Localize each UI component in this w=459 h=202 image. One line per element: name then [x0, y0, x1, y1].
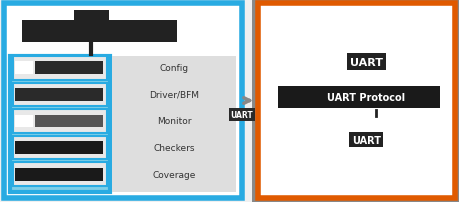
Text: Coverage: Coverage — [152, 170, 195, 179]
Bar — [13, 136, 107, 160]
Bar — [13, 110, 107, 133]
Text: UART: UART — [349, 57, 382, 67]
Text: UART Protocol: UART Protocol — [326, 93, 404, 103]
Bar — [257, 4, 454, 198]
Bar — [35, 115, 103, 128]
Bar — [13, 57, 107, 80]
Bar — [15, 168, 103, 181]
Bar — [277, 87, 439, 109]
Bar — [15, 115, 33, 128]
Bar — [254, 1, 457, 201]
Text: Driver/BFM: Driver/BFM — [149, 90, 199, 99]
Bar — [13, 163, 107, 186]
Bar — [10, 57, 110, 192]
Bar — [22, 21, 177, 43]
Text: Config: Config — [159, 64, 188, 73]
Bar — [112, 57, 235, 192]
Text: Checkers: Checkers — [153, 143, 194, 152]
Bar — [4, 4, 241, 198]
Bar — [13, 83, 107, 107]
Bar — [15, 141, 103, 154]
Bar — [74, 11, 109, 21]
Text: Monitor: Monitor — [157, 117, 191, 126]
Bar — [15, 62, 33, 75]
Text: UART: UART — [230, 110, 253, 119]
Bar — [35, 62, 103, 75]
Bar — [15, 88, 103, 101]
Text: UART: UART — [351, 135, 380, 145]
